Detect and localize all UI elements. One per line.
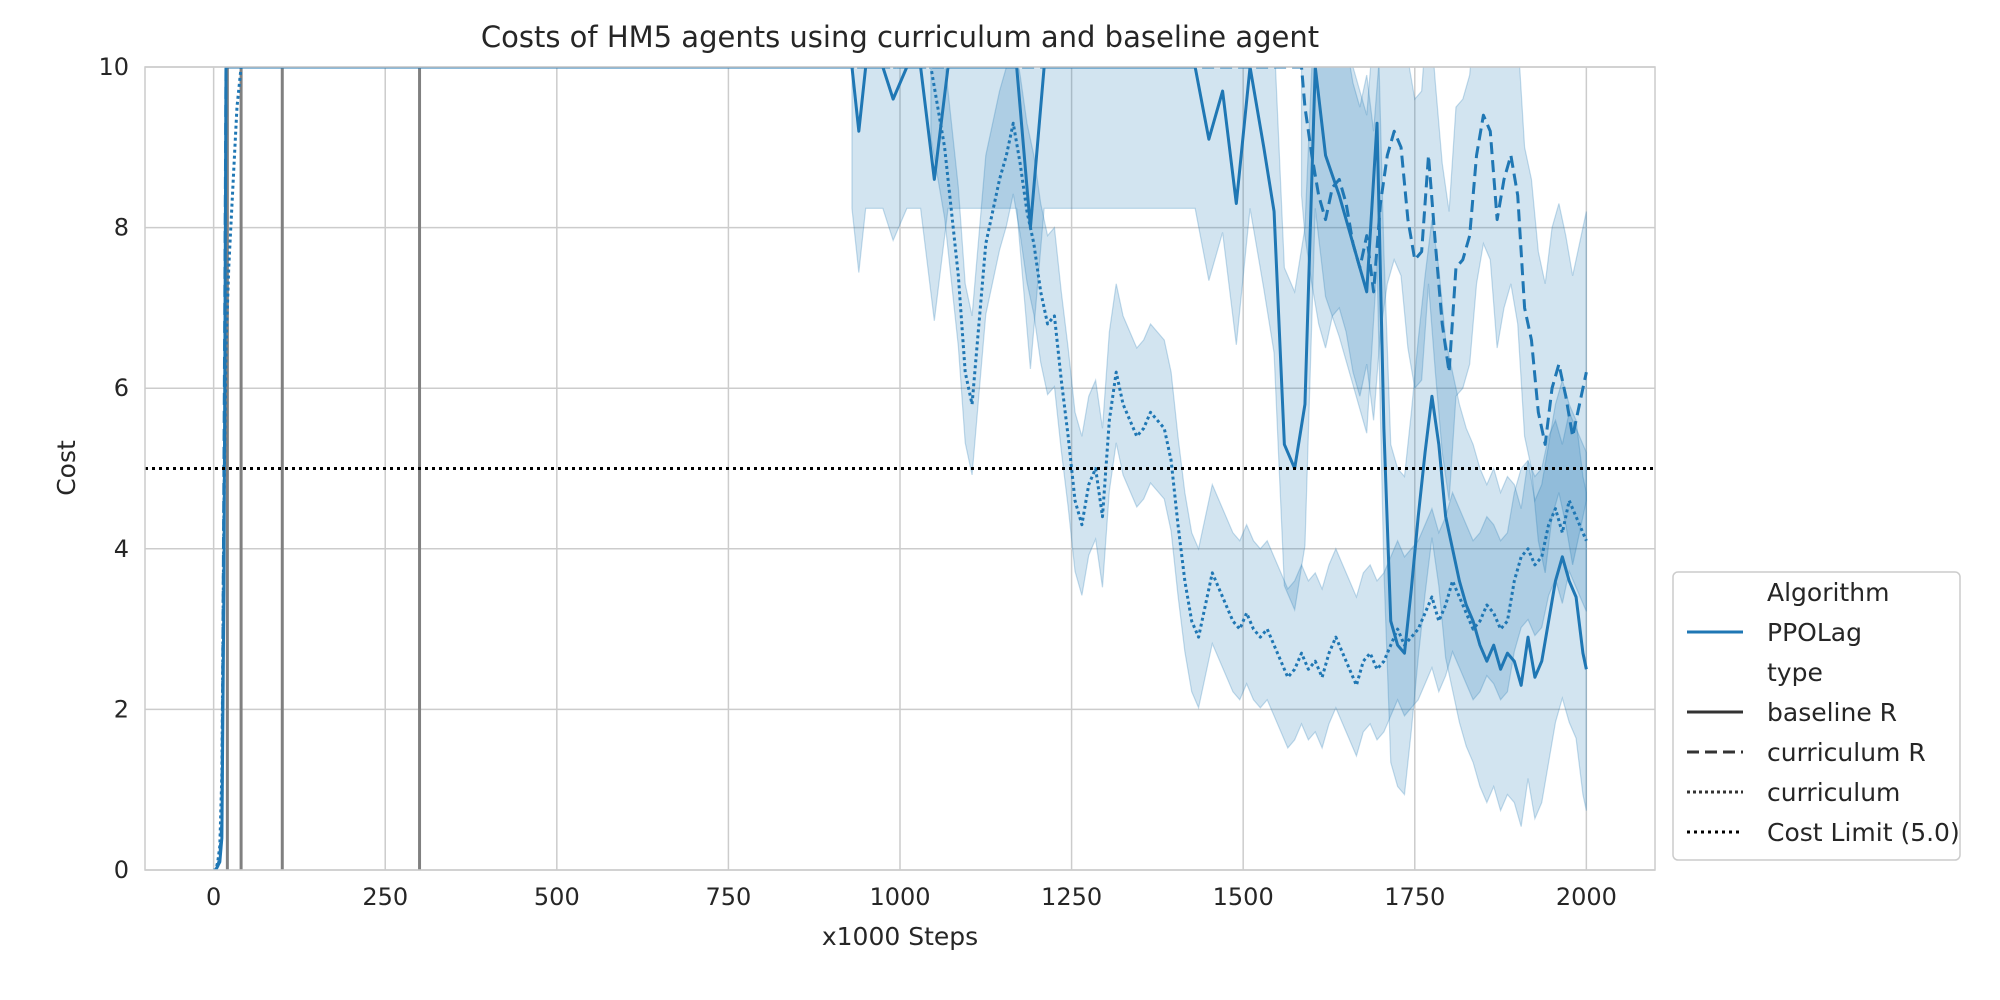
x-tick-label: 1250 [1041,883,1102,911]
legend-label: baseline R [1767,698,1897,727]
x-tick-labels: 0 250 500 750 1000 1250 1500 1750 2000 [206,883,1617,911]
legend-label: curriculum R [1767,738,1926,767]
legend-entry: curriculum [1687,778,1900,807]
plot-frame [144,66,1656,871]
y-tick-label: 2 [114,695,129,723]
y-tick-label: 10 [98,53,129,81]
legend-entry: baseline R [1687,698,1897,727]
confidence-bands [851,67,1587,827]
y-tick-label: 4 [114,535,129,563]
series-line-baseline-r [213,67,1588,870]
chart-title: Costs of HM5 agents using curriculum and… [481,20,1319,54]
legend-label: Cost Limit (5.0) [1767,818,1960,847]
series-lines [213,67,1588,870]
x-tick-label: 2000 [1556,883,1617,911]
y-tick-label: 8 [114,214,129,242]
x-axis-label: x1000 Steps [822,922,978,951]
legend-label: type [1767,658,1823,687]
legend-entry: curriculum R [1687,738,1926,767]
series-line-curriculum [213,67,1588,870]
legend-entry: Cost Limit (5.0) [1687,818,1960,847]
legend-entry: Algorithm [1767,578,1889,607]
y-axis-label: Cost [52,440,81,496]
legend-label: PPOLag [1767,618,1862,647]
x-tick-label: 250 [362,883,408,911]
x-tick-label: 1500 [1213,883,1274,911]
x-tick-label: 750 [706,883,752,911]
x-tick-label: 500 [534,883,580,911]
legend-entry: type [1767,658,1823,687]
x-tick-label: 1750 [1384,883,1445,911]
legend-entry: PPOLag [1687,618,1862,647]
legend-label: Algorithm [1767,578,1889,607]
legend-box [1672,571,1961,861]
x-tick-label: 1000 [869,883,930,911]
y-tick-label: 6 [114,374,129,402]
y-tick-labels: 0 2 4 6 8 10 [98,53,129,884]
legend-label: curriculum [1767,778,1900,807]
legend: Algorithm PPOLag type baseline R curriculum … [1672,571,1961,861]
series-line-curriculum-r [213,67,1588,870]
band-curriculum [930,67,1587,758]
y-tick-label: 0 [114,856,129,884]
x-tick-label: 0 [206,883,221,911]
